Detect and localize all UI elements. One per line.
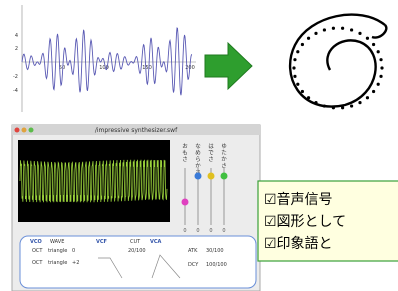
value: +2 (72, 260, 79, 266)
slider-value: 0 (222, 228, 225, 234)
label: VCA (150, 239, 162, 245)
value: triangle (48, 260, 67, 266)
slider-value: 0 (209, 228, 212, 234)
slider-label-char: な (195, 143, 201, 150)
dot (350, 104, 353, 107)
dot (296, 83, 299, 86)
note: ☑音声信号 (264, 191, 333, 208)
dot (380, 66, 383, 69)
dot (323, 28, 326, 31)
slider-label-char: も (182, 150, 188, 157)
slider-label-char: さ (208, 156, 214, 163)
slider-label-char: ら (195, 156, 201, 163)
value: 30/100 (206, 248, 224, 254)
label: VCO (30, 239, 42, 245)
value: triangle (48, 248, 67, 254)
label: WAVE (50, 239, 64, 245)
label: DCY (188, 262, 199, 268)
value: 0 (72, 248, 75, 254)
y-tick-label: -4 (13, 88, 18, 94)
slider-knob (182, 199, 189, 206)
slider-label-char: で (208, 150, 214, 157)
slider-label-char: お (182, 143, 188, 150)
dot (332, 27, 335, 30)
label: OCT (32, 260, 43, 266)
label: CUT (130, 239, 141, 245)
label: OCT (32, 248, 43, 254)
dot (293, 58, 296, 61)
note: ☑図形として (264, 214, 346, 230)
dot (301, 90, 304, 93)
slider-label-char: め (195, 150, 201, 157)
dot (307, 96, 310, 99)
slider-value: 0 (196, 228, 199, 234)
dot (366, 37, 369, 40)
dot (314, 32, 317, 35)
dot (358, 101, 361, 104)
dot (379, 75, 382, 78)
dot (379, 58, 382, 61)
y-tick-label: -2 (13, 74, 18, 80)
spiral-shape (290, 15, 386, 107)
dot (341, 106, 344, 109)
y-tick-label: 2 (15, 46, 18, 52)
dot (366, 96, 369, 99)
dot (293, 75, 296, 78)
label: VCF (96, 239, 107, 245)
slider-value: 0 (183, 228, 186, 234)
dot (314, 101, 317, 104)
dot (350, 28, 353, 31)
slider-label-char: た (221, 150, 227, 157)
slider-label-char: ゆ (221, 143, 227, 150)
waveform (22, 28, 192, 95)
dot (296, 50, 299, 53)
window-title: /impressive synthesizer.swf (95, 127, 178, 134)
dot (377, 83, 380, 86)
dot (372, 90, 375, 93)
slider-label-char: さ (182, 156, 188, 163)
note: ☑印象語と (264, 236, 333, 252)
slide: 4 2 -2 -4 50 100 150 200 /impressive syn… (0, 0, 398, 291)
oscilloscope-wave (20, 160, 167, 202)
dot (323, 104, 326, 107)
slider-knob (195, 173, 202, 180)
dot (332, 106, 335, 109)
dot (301, 43, 304, 46)
arrow (205, 43, 252, 89)
slider-label-char: は (208, 143, 214, 150)
label: ATK (188, 248, 198, 254)
dot (292, 66, 295, 69)
dot (372, 43, 375, 46)
dot (377, 50, 380, 53)
slider-knob (221, 173, 228, 180)
y-tick-label: 4 (15, 33, 18, 39)
x-tick-label: 150 (142, 65, 152, 71)
value: 20/100 (128, 248, 146, 254)
dot (341, 27, 344, 30)
dot (307, 37, 310, 40)
slider-knob (208, 173, 215, 180)
slider-label-char: か (221, 156, 227, 163)
value: 100/100 (206, 262, 227, 268)
dot (358, 32, 361, 35)
